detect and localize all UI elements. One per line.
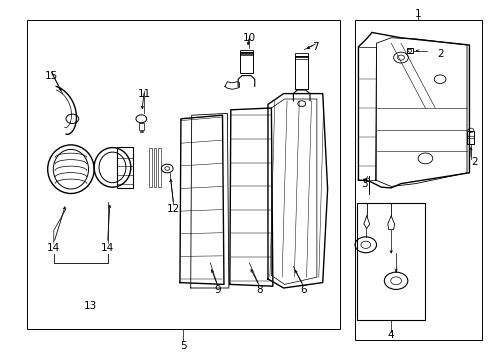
Bar bbox=[358, 47, 375, 180]
Bar bbox=[406, 48, 412, 53]
Bar bbox=[356, 203, 425, 320]
Text: 12: 12 bbox=[166, 204, 180, 214]
Text: 14: 14 bbox=[47, 243, 61, 253]
Bar bbox=[148, 148, 151, 187]
Bar bbox=[27, 20, 339, 329]
Text: 13: 13 bbox=[83, 301, 97, 311]
Text: 1: 1 bbox=[414, 9, 421, 19]
Bar bbox=[158, 148, 161, 187]
Text: 6: 6 bbox=[299, 285, 306, 295]
Bar bbox=[294, 56, 307, 89]
Text: 3: 3 bbox=[360, 179, 367, 189]
Bar bbox=[153, 148, 156, 187]
Bar bbox=[239, 52, 253, 73]
Bar bbox=[117, 147, 133, 188]
Text: 14: 14 bbox=[101, 243, 114, 253]
Text: 2: 2 bbox=[436, 49, 443, 59]
Text: 4: 4 bbox=[387, 330, 394, 340]
Text: 2: 2 bbox=[470, 157, 477, 167]
Bar bbox=[354, 20, 481, 340]
Text: 11: 11 bbox=[137, 89, 151, 99]
Text: 8: 8 bbox=[255, 285, 262, 295]
Bar bbox=[239, 50, 253, 53]
Text: 9: 9 bbox=[214, 285, 221, 295]
Bar bbox=[294, 53, 307, 57]
Text: 15: 15 bbox=[44, 71, 58, 81]
Bar bbox=[139, 123, 143, 130]
Text: 5: 5 bbox=[180, 341, 186, 351]
Text: 10: 10 bbox=[243, 33, 255, 43]
Bar bbox=[466, 131, 473, 144]
Text: 7: 7 bbox=[311, 42, 318, 52]
